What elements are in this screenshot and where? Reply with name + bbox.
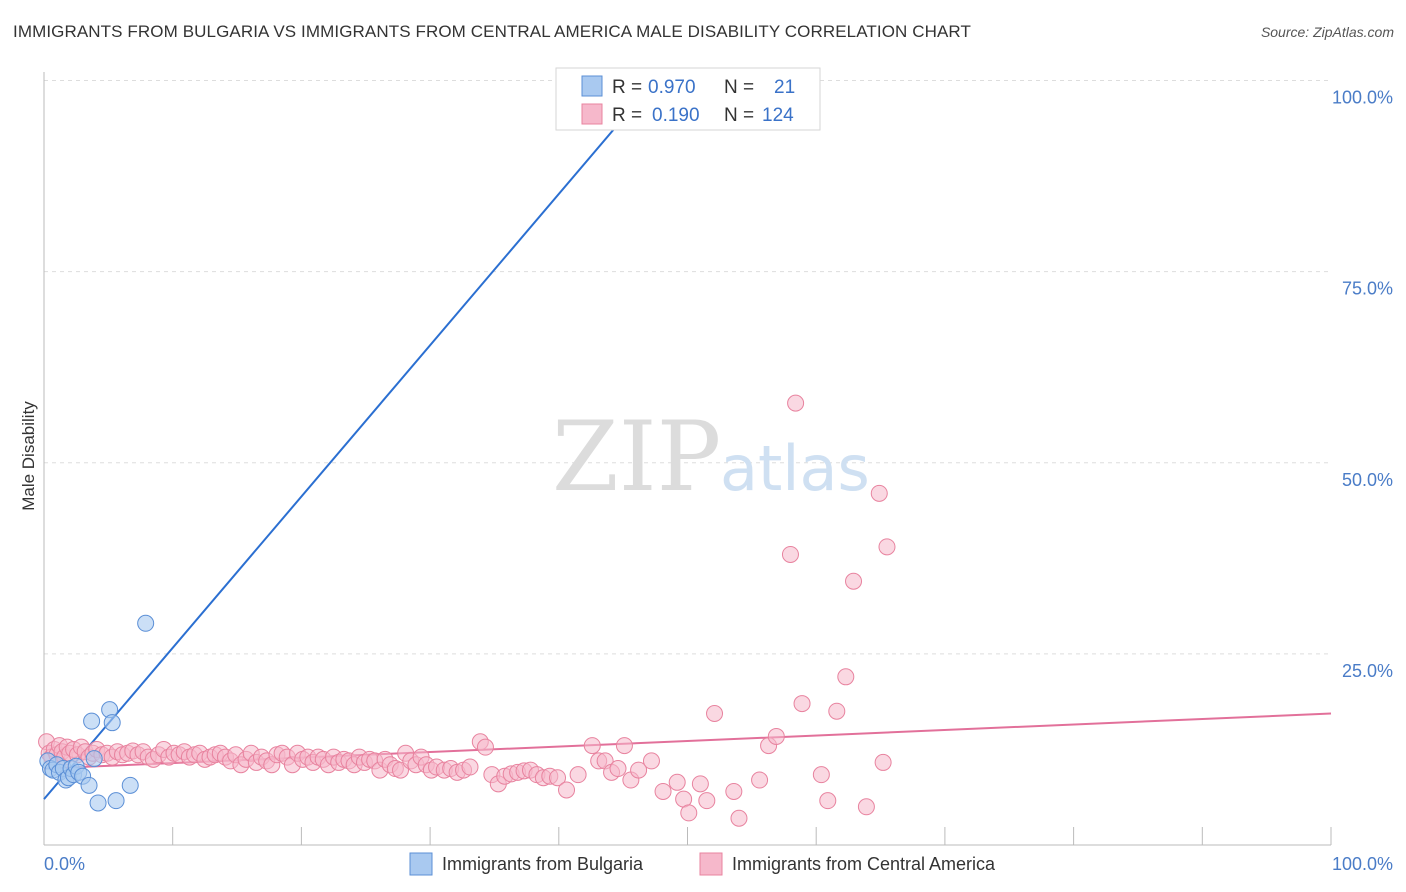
point-central-america — [691, 775, 709, 793]
series-bulgaria — [39, 614, 155, 812]
point-central-america — [812, 766, 830, 784]
point-bulgaria — [80, 776, 98, 794]
y-axis-label: Male Disability — [19, 401, 38, 511]
point-central-america — [793, 695, 811, 713]
axes — [43, 72, 1332, 846]
point-central-america — [725, 782, 743, 800]
point-central-america — [642, 752, 660, 770]
watermark-zip: ZIP — [552, 401, 721, 513]
x-tick-labels: 0.0% 100.0% — [44, 854, 1393, 874]
y-tick-label: 25.0% — [1342, 661, 1393, 681]
point-bulgaria — [85, 750, 103, 768]
stats-r-value-bulgaria: 0.970 — [648, 77, 696, 98]
legend-label-bulgaria: Immigrants from Bulgaria — [442, 854, 644, 874]
point-bulgaria — [89, 794, 107, 812]
y-tick-label: 100.0% — [1332, 88, 1393, 108]
point-central-america — [730, 809, 748, 827]
point-central-america — [874, 753, 892, 771]
point-central-america — [857, 798, 875, 816]
point-central-america — [751, 771, 769, 789]
point-central-america — [569, 766, 587, 784]
stats-r-label-bulgaria: R = — [612, 77, 642, 98]
legend-label-central-america: Immigrants from Central America — [732, 854, 996, 874]
stats-swatch-central-america — [581, 103, 603, 125]
point-central-america — [781, 545, 799, 563]
point-central-america — [549, 769, 567, 787]
point-central-america — [609, 760, 627, 778]
point-central-america — [767, 727, 785, 745]
legend-swatch-bulgaria — [409, 852, 433, 876]
stats-box: R = 0.970 N = 21 R = 0.190 N = 124 — [555, 67, 821, 131]
series-central-america — [38, 394, 896, 827]
point-central-america — [476, 738, 494, 756]
watermark-atlas: atlas — [720, 432, 870, 505]
point-bulgaria — [137, 614, 155, 632]
point-central-america — [819, 792, 837, 810]
point-central-america — [698, 792, 716, 810]
y-tick-label: 75.0% — [1342, 279, 1393, 299]
stats-r-value-central-america: 0.190 — [652, 105, 700, 126]
point-bulgaria — [103, 714, 121, 732]
chart-title: IMMIGRANTS FROM BULGARIA VS IMMIGRANTS F… — [13, 22, 971, 41]
point-central-america — [706, 705, 724, 723]
point-bulgaria — [121, 776, 139, 794]
legend-swatch-central-america — [699, 852, 723, 876]
point-central-america — [630, 761, 648, 779]
point-central-america — [828, 702, 846, 720]
point-central-america — [837, 668, 855, 686]
stats-r-label-central-america: R = — [612, 105, 642, 126]
stats-n-value-central-america: 124 — [762, 105, 794, 126]
point-central-america — [878, 538, 896, 556]
point-central-america — [787, 394, 805, 412]
x-tick-label: 0.0% — [44, 854, 85, 874]
point-central-america — [845, 572, 863, 590]
point-central-america — [583, 737, 601, 755]
point-central-america — [668, 773, 686, 791]
watermark: ZIP atlas — [552, 401, 870, 513]
stats-n-label-bulgaria: N = — [724, 77, 754, 98]
stats-n-label-central-america: N = — [724, 105, 754, 126]
point-bulgaria — [107, 792, 125, 810]
stats-n-value-bulgaria: 21 — [774, 77, 795, 98]
point-central-america — [680, 804, 698, 822]
trend-line-bulgaria — [43, 79, 657, 800]
gridlines — [44, 80, 1331, 655]
point-central-america — [615, 737, 633, 755]
x-tick-label: 100.0% — [1332, 854, 1393, 874]
y-tick-labels: 25.0% 50.0% 75.0% 100.0% — [1332, 88, 1393, 681]
source-label: Source: ZipAtlas.com — [1260, 24, 1394, 40]
legend: Immigrants from Bulgaria Immigrants from… — [409, 852, 996, 876]
point-bulgaria — [83, 712, 101, 730]
y-tick-label: 50.0% — [1342, 470, 1393, 490]
point-central-america — [461, 758, 479, 776]
point-central-america — [558, 781, 576, 799]
stats-swatch-bulgaria — [581, 75, 603, 97]
point-central-america — [870, 484, 888, 502]
point-central-america — [654, 782, 672, 800]
